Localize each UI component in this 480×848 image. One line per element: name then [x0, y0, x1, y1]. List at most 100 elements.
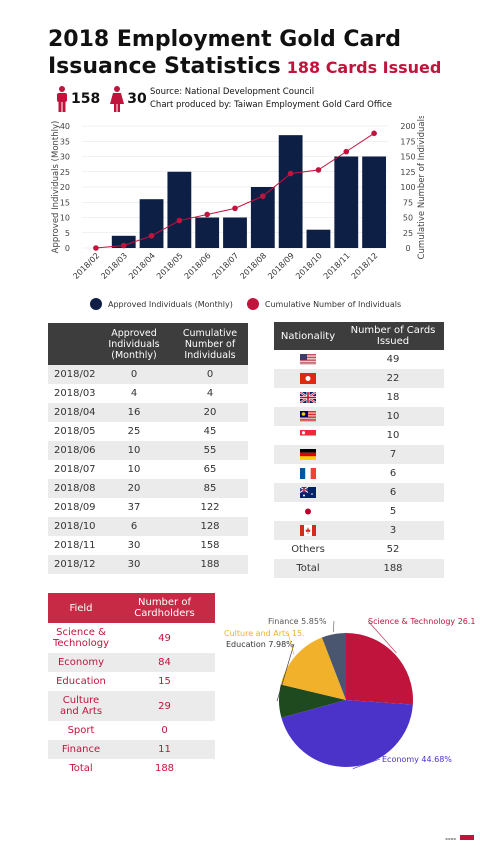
pie-label-4: Finance 5.85%	[268, 617, 327, 626]
month-cell: 2018/07	[54, 464, 96, 475]
nationality-table-header-count: Number of Cards Issued	[342, 322, 444, 350]
y-tick-label: 40	[60, 122, 70, 131]
table-row: 2018/11 30 158	[48, 536, 248, 555]
table-row: Sport 0	[48, 721, 215, 740]
field-cell: Science & Technology	[52, 627, 109, 649]
y2-tick-label: 125	[400, 168, 415, 177]
x-tick-label: 2018/06	[183, 251, 213, 281]
cards-issued-subtitle: 188 Cards Issued	[286, 58, 442, 77]
field-cell: Total	[69, 763, 93, 774]
cardholder-count-cell: 49	[158, 632, 171, 644]
pie-label-1: Economy 44.68%	[382, 755, 452, 764]
cumulative-point-2018/09	[287, 170, 294, 177]
y2-tick-label: 75	[403, 198, 413, 207]
page-title: 2018 Employment Gold Card Issuance Stati…	[48, 26, 441, 81]
country-cell	[274, 426, 342, 445]
cardholder-count-cell: 188	[154, 763, 175, 774]
x-tick-label: 2018/12	[350, 251, 380, 281]
approved-cell: 30	[96, 555, 172, 574]
y2-tick-label: 100	[400, 183, 415, 192]
legend-item-cumulative: Cumulative Number of Individuals	[246, 298, 402, 310]
cumulative-point-2018/04	[148, 233, 155, 239]
legend-label-cumulative: Cumulative Number of Individuals	[264, 299, 402, 309]
y2-tick-label: 150	[400, 153, 415, 162]
country-cell	[274, 388, 342, 407]
cumulative-point-2018/06	[204, 211, 210, 218]
month-cell: 2018/09	[54, 502, 96, 513]
chart-legend: Approved Individuals (Monthly) Cumulativ…	[90, 298, 415, 310]
country-cell	[274, 350, 342, 369]
field-table-header-count: Number of Cardholders	[114, 593, 215, 623]
source-line1: Source: National Development Council	[150, 87, 315, 97]
cumulative-cell: 122	[200, 502, 220, 513]
y-tick-label: 15	[60, 198, 70, 207]
table-row: Finance 11	[48, 740, 215, 759]
approved-cell: 37	[127, 502, 141, 513]
hong-kong-flag-icon	[300, 372, 316, 384]
y2-tick-label: 0	[405, 244, 410, 253]
y2-tick-label: 175	[400, 137, 415, 146]
pie-label-2: Education 7.98%	[226, 640, 294, 649]
approved-cell: 10	[127, 464, 141, 475]
singapore-flag-icon	[300, 429, 316, 441]
approved-cell: 10	[96, 441, 172, 460]
male-icon	[57, 86, 67, 112]
country-cell: Others	[291, 544, 325, 555]
source-note: Source: National Development Council Cha…	[150, 86, 392, 112]
x-tick-label: 2018/05	[155, 251, 185, 281]
monthly-table-header-cumulative: Cumulative Number of Individuals	[172, 323, 248, 365]
table-row: 2018/10 6 128	[48, 517, 248, 536]
field-cell: Education	[56, 676, 106, 687]
y-tick-label: 10	[60, 214, 70, 223]
cardholder-count-cell: 15	[158, 676, 171, 687]
cumulative-cell: 85	[172, 479, 248, 498]
cardholder-count-cell: 29	[114, 691, 215, 721]
y-axis-label: Approved Individuals (Monthly)	[51, 121, 61, 254]
pie-leader-line	[352, 758, 381, 769]
table-row: 2018/06 10 55	[48, 441, 248, 460]
bar-2018/03	[111, 235, 136, 248]
monthly-table-header-month	[48, 323, 96, 365]
country-cell	[274, 483, 342, 502]
y2-tick-label: 200	[400, 122, 415, 131]
y-tick-label: 30	[60, 153, 70, 162]
month-cell: 2018/10	[48, 517, 96, 536]
field-cell: Economy	[48, 653, 114, 672]
table-row: 2018/04 16 20	[48, 403, 248, 422]
x-tick-label: 2018/10	[294, 251, 324, 281]
legend-swatch-monthly	[90, 298, 102, 310]
cardholder-count-cell: 11	[114, 740, 215, 759]
country-cell	[274, 464, 342, 483]
nationality-table-header-country: Nationality	[274, 322, 342, 350]
cumulative-point-2018/07	[232, 205, 238, 212]
table-row: Education 15	[48, 672, 215, 691]
gender-summary: 158 30	[56, 86, 157, 112]
y-tick-label: 20	[60, 183, 70, 192]
cumulative-point-2018/12	[371, 130, 377, 137]
country-cell: Total	[274, 559, 342, 578]
cumulative-point-2018/10	[315, 167, 322, 173]
cumulative-cell: 20	[172, 403, 248, 422]
cumulative-cell: 65	[203, 464, 217, 475]
cumulative-point-2018/05	[176, 217, 183, 224]
title-line2: Issuance Statistics	[48, 54, 281, 79]
x-tick-label: 2018/04	[127, 251, 157, 281]
month-cell: 2018/04	[48, 403, 96, 422]
field-cell: Sport	[67, 725, 95, 736]
table-row: 22	[274, 369, 444, 388]
x-tick-label: 2018/02	[71, 251, 101, 281]
table-row: 10	[274, 407, 444, 426]
table-row: 2018/12 30 188	[48, 555, 248, 574]
bar-2018/08	[250, 187, 275, 248]
canada-flag-icon	[300, 524, 316, 536]
pie-label-3: Culture and Arts 15.	[224, 629, 305, 638]
australia-flag-icon	[300, 486, 316, 498]
legend-item-monthly: Approved Individuals (Monthly)	[90, 298, 233, 310]
footer-logo	[460, 835, 474, 840]
x-tick-label: 2018/11	[322, 251, 352, 281]
pie-slice-0	[346, 633, 413, 705]
cumulative-cell: 55	[172, 441, 248, 460]
cumulative-cell: 158	[200, 540, 220, 551]
table-row: 2018/05 25 45	[48, 422, 248, 441]
month-cell: 2018/12	[48, 555, 96, 574]
